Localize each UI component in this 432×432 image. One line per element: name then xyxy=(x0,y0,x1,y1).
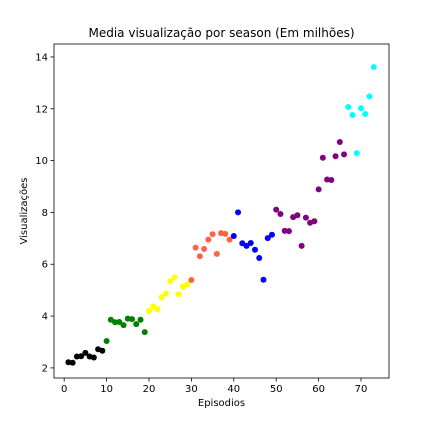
chart-title: Media visualização por season (Em milhõe… xyxy=(88,26,354,40)
point xyxy=(273,206,280,213)
point xyxy=(345,103,352,110)
point xyxy=(120,322,127,329)
x-tick-label: 50 xyxy=(270,384,283,395)
point xyxy=(192,244,199,251)
point xyxy=(332,153,339,160)
x-tick-label: 0 xyxy=(61,384,67,395)
point xyxy=(370,64,377,71)
point xyxy=(116,319,123,326)
point xyxy=(73,353,80,360)
point xyxy=(175,291,182,298)
point xyxy=(167,278,174,285)
point xyxy=(145,307,152,314)
point xyxy=(358,105,365,112)
point xyxy=(141,329,148,336)
point xyxy=(201,245,208,252)
point xyxy=(158,294,165,301)
y-tick-label: 10 xyxy=(35,156,48,167)
point xyxy=(171,274,178,281)
point xyxy=(285,228,292,235)
x-axis-label: Episodios xyxy=(198,398,245,409)
point xyxy=(230,233,237,240)
point xyxy=(311,218,318,225)
point xyxy=(264,235,271,242)
point xyxy=(188,277,195,284)
y-tick-label: 8 xyxy=(42,208,48,219)
x-tick-label: 30 xyxy=(185,384,198,395)
point xyxy=(294,212,301,219)
point xyxy=(133,321,140,328)
point xyxy=(154,306,161,313)
point xyxy=(247,240,254,247)
point xyxy=(103,337,110,344)
y-tick-label: 12 xyxy=(35,104,48,115)
point xyxy=(213,250,220,257)
point xyxy=(243,242,250,249)
point xyxy=(209,231,216,238)
point xyxy=(277,210,284,217)
point xyxy=(205,236,212,243)
x-tick-label: 40 xyxy=(227,384,240,395)
point xyxy=(256,255,263,262)
point xyxy=(268,231,275,238)
point xyxy=(353,150,360,157)
point xyxy=(319,154,326,161)
point xyxy=(328,177,335,184)
y-tick-label: 4 xyxy=(42,312,48,323)
point xyxy=(315,186,322,193)
point xyxy=(260,276,267,283)
point xyxy=(129,316,136,323)
point xyxy=(69,359,76,366)
y-axis-label: Visualizações xyxy=(19,178,30,245)
point xyxy=(341,151,348,158)
y-tick-label: 6 xyxy=(42,260,48,271)
point xyxy=(336,138,343,145)
plot-frame xyxy=(53,43,390,379)
x-tick-label: 20 xyxy=(143,384,156,395)
point xyxy=(184,281,191,288)
point xyxy=(78,353,85,360)
point xyxy=(99,347,106,354)
point xyxy=(226,236,233,243)
y-tick-label: 2 xyxy=(42,363,48,374)
point xyxy=(222,230,229,237)
point xyxy=(162,290,169,297)
point xyxy=(137,316,144,323)
point xyxy=(112,319,119,326)
point xyxy=(366,93,373,100)
x-tick-label: 60 xyxy=(312,384,325,395)
point xyxy=(302,214,309,221)
y-tick-label: 14 xyxy=(35,52,48,63)
point xyxy=(298,242,305,249)
point xyxy=(196,253,203,260)
x-tick-label: 70 xyxy=(355,384,368,395)
point xyxy=(349,111,356,118)
point xyxy=(235,209,242,216)
x-tick-label: 10 xyxy=(100,384,113,395)
point xyxy=(281,227,288,234)
point xyxy=(252,246,258,253)
point xyxy=(82,349,89,356)
point xyxy=(362,110,369,117)
point xyxy=(90,354,97,361)
